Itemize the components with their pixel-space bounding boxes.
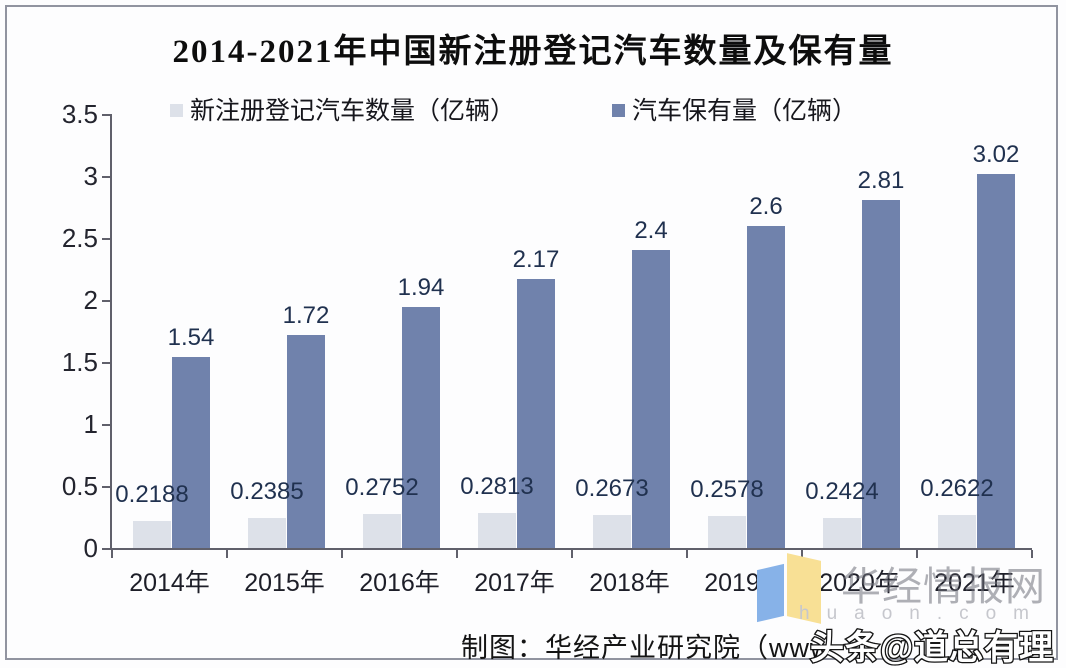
- value-label-ownership: 2.4: [634, 217, 668, 245]
- bar-registered: [593, 514, 631, 548]
- x-axis-tick: [571, 550, 573, 558]
- x-axis-tick: [916, 550, 918, 558]
- y-axis-tick: [102, 362, 110, 364]
- x-axis-tick: [801, 550, 803, 558]
- x-axis-tick: [226, 550, 228, 558]
- x-axis-tick: [456, 550, 458, 558]
- bar-registered: [938, 515, 976, 548]
- y-tick-label: 1.5: [61, 347, 98, 377]
- y-axis-tick: [102, 424, 110, 426]
- x-tick-label: 2017年: [474, 569, 555, 597]
- bar-registered: [248, 518, 286, 548]
- footer-credit: 制图：华经产业研究院（www: [461, 633, 831, 663]
- value-label-ownership: 2.81: [857, 166, 905, 194]
- bar-registered: [478, 513, 516, 548]
- watermark-site-url: huaon.com: [799, 603, 1047, 624]
- value-label-ownership: 1.94: [397, 274, 445, 302]
- x-tick-label: 2018年: [589, 569, 670, 597]
- x-tick-label: 2015年: [244, 569, 325, 597]
- legend-label-registered: 新注册登记汽车数量（亿辆）: [190, 97, 516, 125]
- value-label-registered: 0.2752: [345, 473, 419, 501]
- y-tick-label: 0: [83, 533, 98, 563]
- value-label-registered: 0.2424: [805, 477, 879, 505]
- y-axis-tick: [102, 238, 110, 240]
- legend-swatch-ownership-icon: [612, 103, 625, 117]
- value-label-registered: 0.2813: [460, 473, 534, 501]
- value-label-registered: 0.2578: [690, 476, 764, 504]
- bar-registered: [363, 513, 401, 548]
- y-axis-tick: [102, 486, 110, 488]
- value-label-ownership: 2.17: [512, 245, 560, 273]
- x-axis-tick: [686, 550, 688, 558]
- bar-ownership: [747, 225, 785, 548]
- x-tick-label: 2020年: [819, 569, 900, 597]
- bar-ownership: [862, 199, 900, 548]
- value-label-ownership: 1.54: [167, 324, 215, 352]
- bar-ownership: [517, 278, 555, 548]
- x-tick-label: 2016年: [359, 569, 440, 597]
- bar-ownership: [977, 173, 1015, 548]
- value-label-ownership: 2.6: [749, 192, 783, 220]
- x-axis-tick: [341, 550, 343, 558]
- value-label-ownership: 1.72: [282, 301, 330, 329]
- bar-registered: [133, 520, 171, 548]
- watermark-site-name: 华经情报网: [841, 565, 1046, 609]
- y-axis-tick: [102, 176, 110, 178]
- chart-title: 2014-2021年中国新注册登记汽车数量及保有量: [172, 34, 894, 70]
- value-label-registered: 0.2622: [920, 475, 994, 503]
- y-tick-label: 3: [83, 161, 98, 191]
- x-tick-label: 2021年: [934, 569, 1015, 597]
- y-tick-label: 2: [83, 285, 98, 315]
- bar-registered: [823, 517, 861, 548]
- y-tick-label: 3.5: [61, 99, 98, 129]
- x-tick-label: 2014年: [129, 569, 210, 597]
- x-axis-tick: [1031, 550, 1033, 558]
- huajing-logo-blue-page-icon: [757, 563, 784, 623]
- value-label-registered: 0.2385: [230, 478, 304, 506]
- y-axis-tick: [102, 114, 110, 116]
- legend-item-ownership: 汽车保有量（亿辆）: [612, 96, 857, 126]
- value-label-registered: 0.2673: [575, 474, 649, 502]
- y-tick-label: 2.5: [61, 223, 98, 253]
- y-axis-tick: [102, 300, 110, 302]
- bar-registered: [708, 516, 746, 548]
- bar-ownership: [287, 334, 325, 548]
- y-tick-label: 1: [83, 409, 98, 439]
- y-tick-label: 0.5: [61, 471, 98, 501]
- legend-item-registered: 新注册登记汽车数量（亿辆）: [170, 96, 515, 126]
- y-axis-tick: [102, 548, 110, 550]
- x-axis-line: [110, 548, 1032, 550]
- x-tick-label: 2019年: [704, 569, 785, 597]
- value-label-registered: 0.2188: [115, 480, 189, 508]
- y-axis-line: [110, 114, 112, 550]
- legend-label-ownership: 汽车保有量（亿辆）: [632, 97, 858, 125]
- legend-swatch-registered-icon: [170, 103, 183, 117]
- value-label-ownership: 3.02: [972, 140, 1020, 168]
- bar-ownership: [172, 357, 210, 548]
- bar-ownership: [402, 307, 440, 548]
- x-axis-tick: [111, 550, 113, 558]
- watermark-toutiao: 头条@道总有理: [809, 628, 1055, 668]
- bar-ownership: [632, 250, 670, 548]
